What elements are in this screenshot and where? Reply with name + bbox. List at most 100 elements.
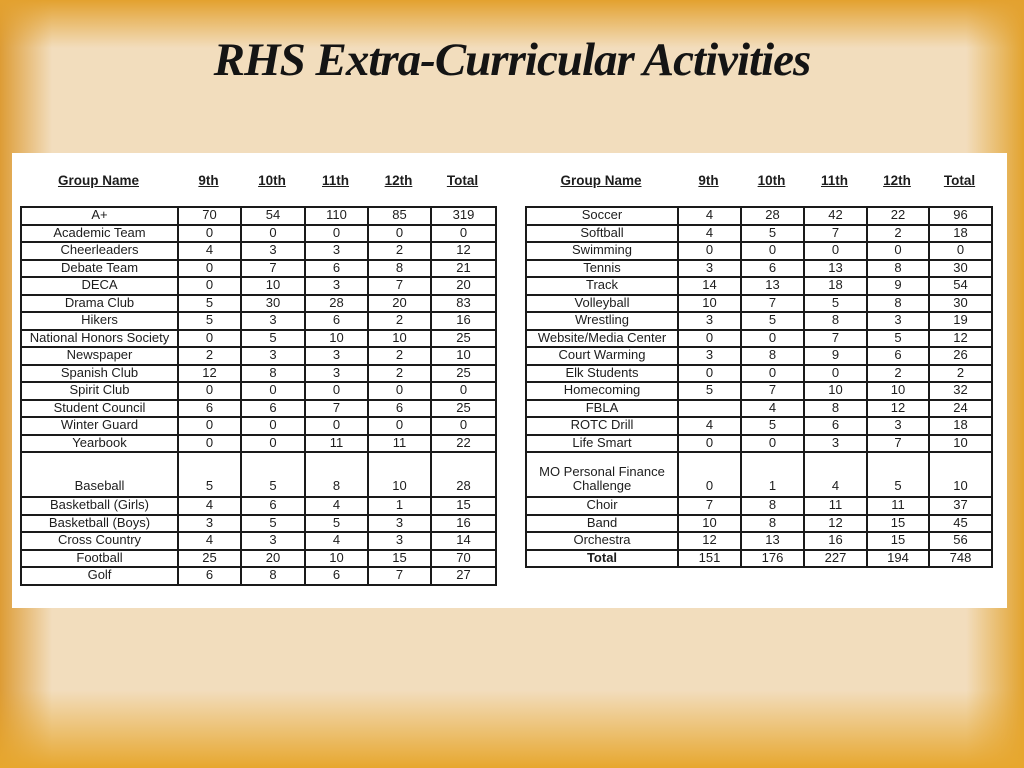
value-cell: 10 [367,451,432,498]
table-row: Volleyball 10 7 5 8 30 [525,293,993,313]
table-row: National Honors Society 0 5 10 10 25 [20,328,497,348]
value-cell: 25 [177,548,242,568]
value-cell: 176 [740,548,805,568]
value-cell: 70 [430,548,497,568]
value-cell: 0 [928,241,993,261]
value-cell: 6 [304,311,369,331]
value-cell: 12 [803,513,868,533]
table-row: Band 10 8 12 15 45 [525,513,993,533]
value-cell: 12 [430,241,497,261]
value-cell: 5 [177,311,242,331]
group-name-cell: Student Council [20,398,179,418]
value-cell: 7 [677,496,742,516]
value-cell: 0 [240,416,306,436]
value-cell: 11 [803,496,868,516]
value-cell: 96 [928,206,993,226]
table-row: Softball 4 5 7 2 18 [525,223,993,243]
table-row: Newspaper 2 3 3 2 10 [20,346,497,366]
value-cell: 10 [803,381,868,401]
value-cell: 28 [430,451,497,498]
value-cell: 9 [803,346,868,366]
value-cell: 15 [866,531,930,551]
value-cell: 15 [866,513,930,533]
table-row: Winter Guard 0 0 0 0 0 [20,416,497,436]
value-cell: 24 [928,398,993,418]
value-cell: 8 [240,566,306,586]
value-cell: 151 [677,548,742,568]
group-name-cell: National Honors Society [20,328,179,348]
value-cell: 7 [367,276,432,296]
sports-table-grid: Soccer 4 28 42 22 96 Softball 4 5 7 2 18 Swimming 0 0 0… [525,206,993,568]
value-cell: 5 [304,513,369,533]
group-name-cell: FBLA [525,398,679,418]
value-cell: 2 [367,346,432,366]
value-cell: 7 [866,433,930,453]
value-cell: 4 [304,496,369,516]
value-cell: 12 [866,398,930,418]
value-cell: 0 [367,223,432,243]
group-name-cell: Track [525,276,679,296]
table-row: Website/Media Center 0 0 7 5 12 [525,328,993,348]
column-header: Group Name [57,172,139,188]
group-name-cell: Football [20,548,179,568]
value-cell: 0 [177,381,242,401]
group-name-cell: Spirit Club [20,381,179,401]
value-cell: 6 [803,416,868,436]
value-cell: 3 [304,346,369,366]
value-cell: 7 [803,328,868,348]
value-cell: 6 [177,398,242,418]
value-cell: 2 [866,363,930,383]
value-cell: 9 [866,276,930,296]
value-cell: 18 [928,416,993,436]
column-header: Total [446,172,479,188]
value-cell: 22 [430,433,497,453]
value-cell: 5 [177,293,242,313]
value-cell: 7 [367,566,432,586]
clubs-table-header: Group Name 9th 10th 11th 12th Total [20,169,495,191]
value-cell: 4 [177,531,242,551]
value-cell: 2 [367,241,432,261]
column-header: 9th [698,172,719,188]
value-cell: 18 [928,223,993,243]
value-cell: 748 [928,548,993,568]
value-cell: 10 [928,451,993,498]
value-cell: 0 [367,416,432,436]
table-row: Baseball 5 5 8 10 28 [20,451,497,498]
table-row: Golf 6 8 6 7 27 [20,566,497,586]
column-header: 12th [384,172,413,188]
value-cell: 12 [177,363,242,383]
value-cell: 5 [177,451,242,498]
value-cell: 0 [430,381,497,401]
value-cell: 3 [677,311,742,331]
header-row: Group Name 9th 10th 11th 12th Total [525,169,991,191]
value-cell: 0 [740,241,805,261]
value-cell: 54 [240,206,306,226]
value-cell: 3 [803,433,868,453]
value-cell: 30 [928,258,993,278]
table-row: Hikers 5 3 6 2 16 [20,311,497,331]
value-cell: 0 [177,276,242,296]
value-cell: 0 [677,363,742,383]
value-cell: 14 [677,276,742,296]
group-name-cell: Swimming [525,241,679,261]
table-row: Life Smart 0 0 3 7 10 [525,433,993,453]
value-cell: 25 [430,363,497,383]
value-cell: 6 [367,398,432,418]
value-cell: 6 [240,398,306,418]
sports-table: Group Name 9th 10th 11th 12th Total Soccer 4 28… [525,169,993,568]
value-cell: 54 [928,276,993,296]
value-cell: 10 [367,328,432,348]
clubs-table-grid: A+ 70 54 110 85 319 Academic Team 0 0 0 0 0 Cheerlea… [20,206,497,586]
table-row: Yearbook 0 0 11 11 22 [20,433,497,453]
group-name-cell: Homecoming [525,381,679,401]
value-cell: 11 [304,433,369,453]
group-name-cell: Debate Team [20,258,179,278]
value-cell: 10 [866,381,930,401]
value-cell: 7 [740,293,805,313]
value-cell: 0 [304,223,369,243]
column-header: Total [943,172,976,188]
value-cell: 3 [866,416,930,436]
value-cell: 8 [367,258,432,278]
value-cell: 10 [928,433,993,453]
